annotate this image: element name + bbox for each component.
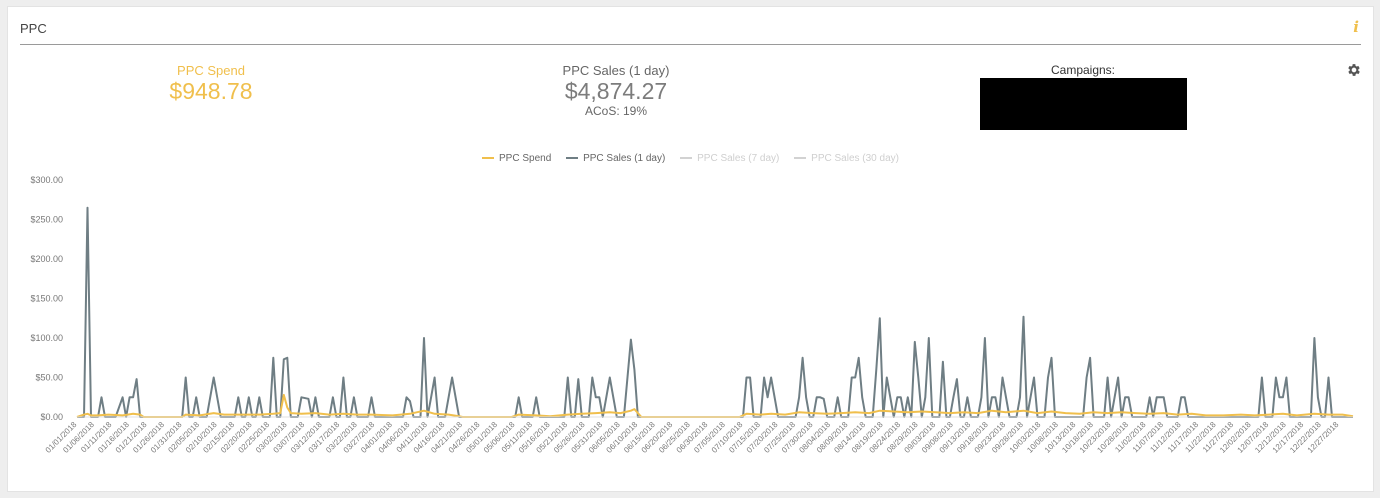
- y-tick-label: $150.00: [30, 294, 63, 304]
- campaigns-stat: Campaigns:: [978, 63, 1188, 130]
- legend-swatch: [566, 157, 579, 160]
- ppc-card: PPC i PPC Spend $948.78 PPC Sales (1 day…: [7, 6, 1374, 492]
- ppc-sales-stat: PPC Sales (1 day) $4,874.27 ACoS: 19%: [536, 63, 696, 118]
- y-tick-label: $250.00: [30, 215, 63, 225]
- legend-label: PPC Sales (1 day): [583, 153, 666, 164]
- legend-swatch: [680, 157, 693, 160]
- ppc-sales-1-day-line: [77, 206, 1353, 418]
- y-tick-label: $300.00: [30, 175, 63, 185]
- ppc-spend-stat: PPC Spend $948.78: [151, 63, 271, 103]
- campaigns-label: Campaigns:: [1050, 63, 1116, 77]
- y-tick-label: $0.00: [40, 412, 63, 422]
- legend-label: PPC Sales (7 day): [697, 153, 780, 164]
- ppc-spend-line: [76, 393, 1354, 418]
- redacted-campaigns-box: [979, 78, 1187, 130]
- ppc-sales-value: $4,874.27: [564, 78, 668, 104]
- legend-ppc-sales-1-day[interactable]: PPC Sales (1 day): [566, 153, 665, 164]
- card-title: PPC: [20, 21, 47, 36]
- ppc-line-chart: $0.00 $50.00 $100.00 $150.00 $200.00 $250.00 $…: [30, 175, 1354, 455]
- legend-swatch: [794, 157, 807, 160]
- y-tick-label: $200.00: [30, 254, 63, 264]
- card-header: PPC i: [20, 7, 1361, 45]
- legend-label: PPC Sales (30 day): [811, 153, 899, 164]
- legend-ppc-spend[interactable]: PPC Spend: [482, 153, 551, 164]
- ppc-spend-value: $948.78: [169, 78, 253, 104]
- legend-ppc-sales-7-day[interactable]: PPC Sales (7 day): [680, 153, 779, 164]
- gear-icon[interactable]: [1346, 62, 1362, 78]
- legend-label: PPC Spend: [499, 153, 552, 164]
- legend-ppc-sales-30-day[interactable]: PPC Sales (30 day): [794, 153, 899, 164]
- ppc-spend-label: PPC Spend: [177, 63, 245, 78]
- chart-legend: PPC Spend PPC Sales (1 day) PPC Sales (7…: [8, 153, 1373, 164]
- y-tick-label: $100.00: [30, 333, 63, 343]
- acos-value: ACoS: 19%: [584, 104, 648, 118]
- legend-swatch: [482, 157, 495, 160]
- ppc-sales-label: PPC Sales (1 day): [562, 63, 670, 78]
- y-tick-label: $50.00: [35, 373, 63, 383]
- info-icon[interactable]: i: [1353, 18, 1359, 36]
